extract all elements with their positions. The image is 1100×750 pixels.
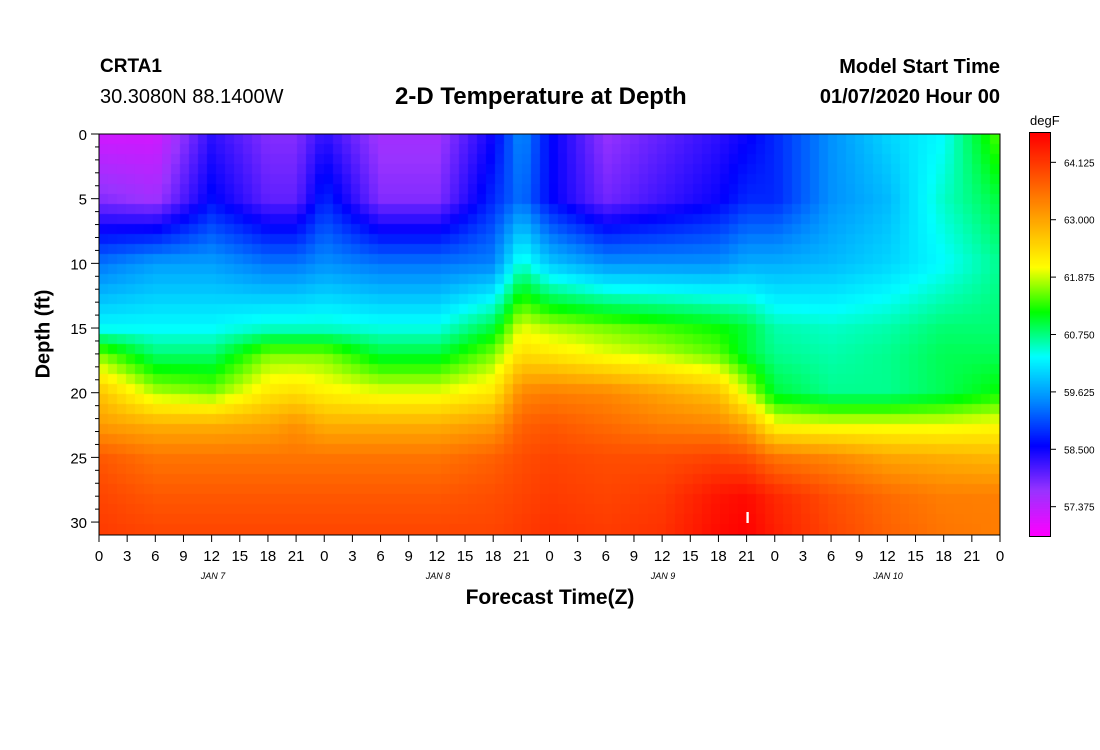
x-tick-label: 12 — [429, 548, 446, 565]
colorbar-tick-label: 58.500 — [1064, 445, 1095, 456]
x-tick-label: 21 — [964, 548, 981, 565]
y-tick-label: 25 — [70, 450, 87, 467]
colorbar-tick-label: 59.625 — [1064, 388, 1095, 399]
model-start-value: 01/07/2020 Hour 00 — [819, 86, 1000, 108]
x-tick-label: 9 — [405, 548, 413, 565]
colorbar-unit-label: degF — [1030, 113, 1060, 128]
x-tick-label: 3 — [348, 548, 356, 565]
station-id: CRTA1 — [100, 56, 162, 77]
y-tick-label: 30 — [70, 515, 87, 532]
x-tick-label: 0 — [996, 548, 1004, 565]
x-tick-label: 3 — [573, 548, 581, 565]
chart-title: 2-D Temperature at Depth — [395, 83, 687, 110]
colorbar-tick-label: 57.375 — [1064, 503, 1095, 514]
x-tick-label: 21 — [738, 548, 755, 565]
x-tick-label: 12 — [879, 548, 896, 565]
x-tick-label: 9 — [855, 548, 863, 565]
x-tick-label: 0 — [771, 548, 779, 565]
y-tick-label: 10 — [70, 256, 87, 273]
day-label: JAN 8 — [425, 571, 451, 581]
x-tick-label: 0 — [545, 548, 553, 565]
x-tick-label: 15 — [907, 548, 924, 565]
y-tick-label: 5 — [79, 192, 87, 209]
station-coordinates: 30.3080N 88.1400W — [100, 86, 284, 108]
colorbar-tick-label: 60.750 — [1064, 331, 1095, 342]
x-tick-label: 21 — [513, 548, 530, 565]
x-tick-label: 6 — [151, 548, 159, 565]
x-tick-label: 0 — [95, 548, 103, 565]
x-tick-label: 18 — [260, 548, 277, 565]
x-tick-label: 21 — [288, 548, 305, 565]
x-tick-label: 18 — [935, 548, 952, 565]
x-tick-label: 3 — [123, 548, 131, 565]
day-label: JAN 10 — [872, 571, 903, 581]
colorbar-gradient — [1030, 133, 1050, 536]
day-label: JAN 9 — [650, 571, 676, 581]
x-tick-label: 15 — [231, 548, 248, 565]
day-label: JAN 7 — [200, 571, 227, 581]
x-tick-label: 9 — [179, 548, 187, 565]
plot-annotation: I — [745, 510, 749, 527]
colorbar — [1030, 133, 1050, 536]
x-axis-label: Forecast Time(Z) — [465, 586, 635, 609]
x-tick-label: 18 — [485, 548, 502, 565]
x-tick-label: 18 — [710, 548, 727, 565]
x-tick-label: 15 — [682, 548, 699, 565]
temperature-heatmap — [99, 134, 1000, 535]
y-tick-label: 0 — [79, 127, 87, 144]
x-tick-label: 12 — [203, 548, 220, 565]
x-tick-label: 0 — [320, 548, 328, 565]
colorbar-tick-label: 63.000 — [1064, 216, 1095, 227]
colorbar-tick-label: 61.875 — [1064, 273, 1095, 284]
x-tick-label: 6 — [376, 548, 384, 565]
y-tick-label: 15 — [70, 321, 87, 338]
y-tick-label: 20 — [70, 386, 87, 403]
x-tick-label: 3 — [799, 548, 807, 565]
model-start-label: Model Start Time — [839, 56, 1000, 78]
plot-area — [99, 134, 1000, 535]
colorbar-tick-label: 64.125 — [1064, 158, 1095, 169]
x-tick-label: 6 — [827, 548, 835, 565]
x-tick-label: 9 — [630, 548, 638, 565]
plot-frame — [98, 133, 1001, 536]
x-tick-label: 12 — [654, 548, 671, 565]
x-tick-label: 6 — [602, 548, 610, 565]
x-tick-label: 15 — [457, 548, 474, 565]
